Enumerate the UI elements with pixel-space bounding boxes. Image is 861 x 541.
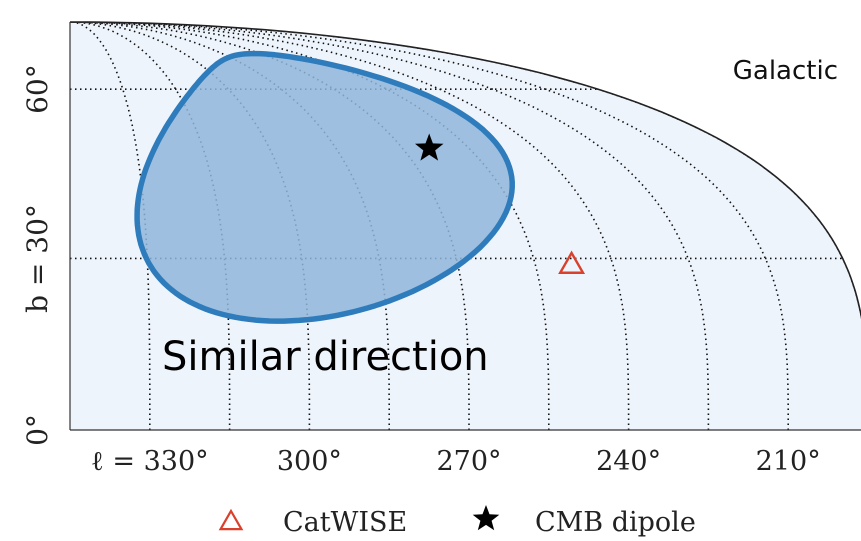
- confidence-ellipse: [134, 50, 515, 324]
- legend-catwise-label: CatWISE: [283, 507, 407, 538]
- x-tick-300: 300°: [277, 446, 342, 477]
- meridian-225: [70, 22, 710, 430]
- y-tick-labels: 0° b = 30° 60°: [21, 64, 54, 446]
- data-markers: [415, 133, 586, 274]
- y-tick-0: 0°: [21, 414, 54, 446]
- legend: CatWISE CMB dipole: [218, 505, 696, 538]
- meridian-300: [70, 22, 311, 430]
- catwise-marker: [558, 250, 586, 274]
- x-tick-240: 240°: [596, 446, 661, 477]
- frame-label: Galactic: [733, 56, 838, 86]
- meridian-255: [70, 22, 550, 430]
- meridian-330: [70, 22, 151, 430]
- legend-catwise-marker: [218, 508, 244, 531]
- x-tick-labels: ℓ = 330° 300° 270° 240° 210°: [91, 446, 821, 477]
- legend-cmb-label: CMB dipole: [535, 507, 696, 538]
- y-tick-60: 60°: [21, 64, 54, 114]
- sky-boundary: [69, 21, 861, 320]
- meridian-270: [70, 22, 470, 430]
- meridian-210: [70, 22, 789, 430]
- confidence-region: [134, 50, 515, 324]
- x-tick-210: 210°: [756, 446, 821, 477]
- y-tick-30: b = 30°: [21, 204, 54, 313]
- x-tick-270: 270°: [436, 446, 501, 477]
- x-tick-330: ℓ = 330°: [91, 446, 209, 477]
- cmb-dipole-marker: [415, 133, 444, 161]
- annotation-text: Similar direction: [162, 334, 489, 380]
- legend-cmb-marker: [472, 505, 500, 531]
- meridian-240: [70, 22, 630, 430]
